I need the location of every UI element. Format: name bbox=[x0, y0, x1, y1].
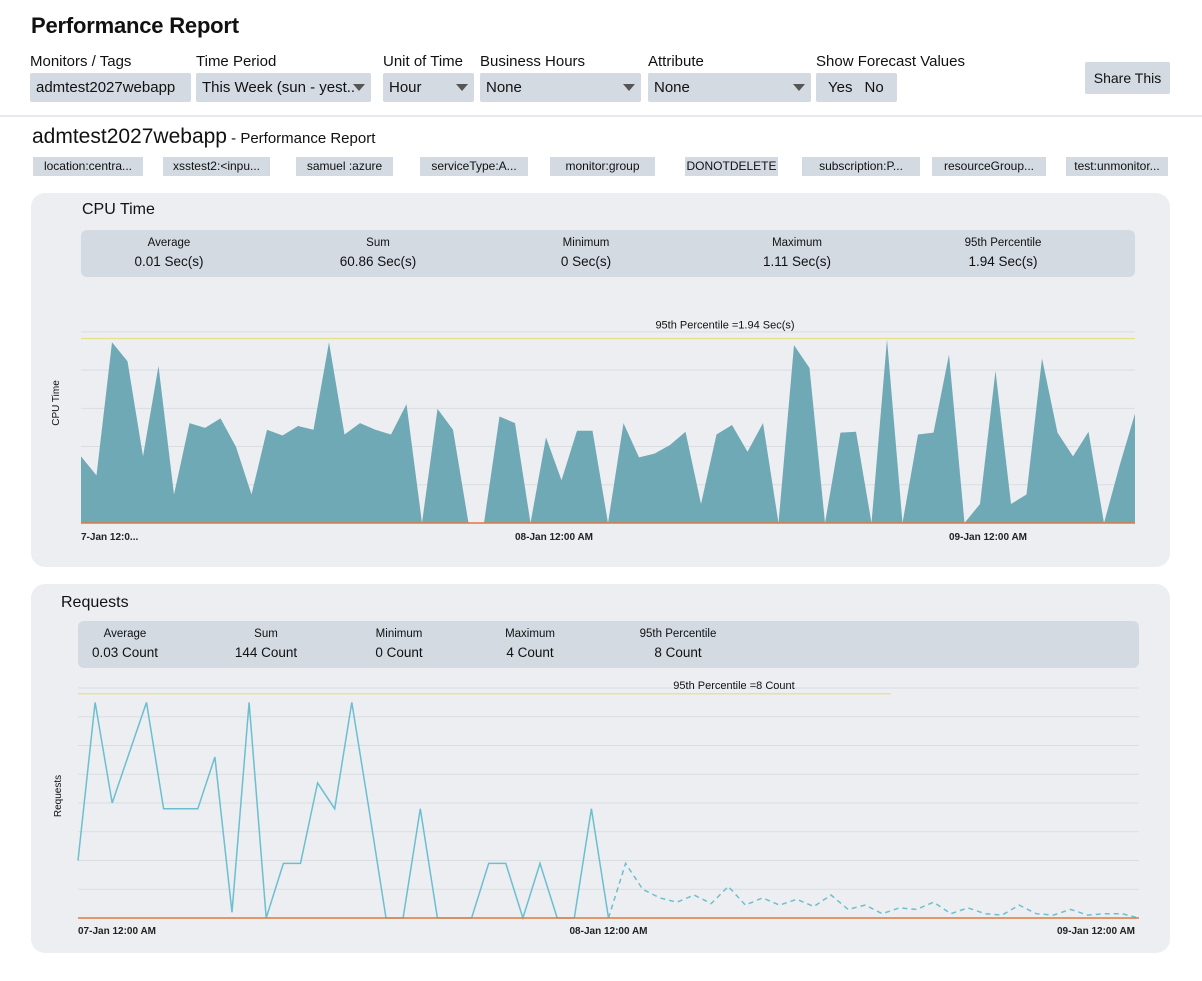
stats-bar: Average 0.03 Count Sum 144 Count Minimum… bbox=[78, 621, 1139, 668]
stat-value: 0.03 Count bbox=[91, 645, 159, 660]
tag-chip[interactable]: test:unmonitor... bbox=[1066, 157, 1168, 176]
tag-chip[interactable]: monitor:group bbox=[550, 157, 655, 176]
stat-value: 0.01 Sec(s) bbox=[134, 254, 204, 269]
business-hours-value: None bbox=[486, 79, 522, 96]
stat-label: Sum bbox=[366, 237, 390, 249]
stat-maximum: Maximum 4 Count bbox=[505, 628, 555, 660]
stat-value: 4 Count bbox=[506, 645, 554, 660]
stat-label: Average bbox=[103, 628, 147, 640]
stat-label: 95th Percentile bbox=[639, 628, 717, 640]
panel-title: Requests bbox=[61, 594, 129, 611]
tag-chip[interactable]: location:centra... bbox=[33, 157, 143, 176]
attribute-label: Attribute bbox=[648, 53, 704, 70]
monitors-select[interactable]: admtest2027webapp bbox=[30, 73, 191, 102]
forecast-yes-option[interactable]: Yes bbox=[828, 79, 853, 96]
stat-label: Minimum bbox=[375, 628, 423, 640]
unit-of-time-select[interactable]: Hour bbox=[383, 73, 474, 102]
page-title: Performance Report bbox=[31, 13, 239, 38]
percentile-label: 95th Percentile =1.94 Sec(s) bbox=[655, 319, 794, 331]
stat-value: 1.94 Sec(s) bbox=[968, 254, 1038, 269]
stat-label: Maximum bbox=[772, 237, 822, 249]
stat-label: Average bbox=[147, 237, 191, 249]
requests-panel: Requests Average 0.03 Count Sum 144 Coun… bbox=[31, 584, 1170, 953]
stat-value: 8 Count bbox=[654, 645, 702, 660]
attribute-value: None bbox=[654, 79, 690, 96]
tag-chip[interactable]: DONOTDELETE bbox=[685, 157, 778, 176]
forecast-filter: Show Forecast Values Yes No bbox=[816, 52, 965, 102]
share-button[interactable]: Share This bbox=[1085, 62, 1170, 94]
unit-of-time-filter: Unit of Time Hour bbox=[383, 52, 474, 102]
panel-title: CPU Time bbox=[82, 201, 155, 218]
time-period-value: This Week (sun - yest.. bbox=[202, 79, 356, 96]
stat-value: 0 Sec(s) bbox=[560, 254, 612, 269]
requests-chart: 95th Percentile =8 Count Requests 07-Jan 1… bbox=[53, 680, 1140, 937]
tag-chip[interactable]: resourceGroup... bbox=[932, 157, 1046, 176]
chevron-down-icon bbox=[456, 84, 468, 91]
y-axis-label: Requests bbox=[53, 775, 64, 817]
stats-bar: Average 0.01 Sec(s) Sum 60.86 Sec(s) Min… bbox=[81, 230, 1135, 277]
x-tick-label: 08-Jan 12:00 AM bbox=[515, 532, 593, 543]
chevron-down-icon bbox=[793, 84, 805, 91]
stat-value: 0 Count bbox=[375, 645, 423, 660]
monitor-name: admtest2027webapp bbox=[32, 125, 227, 148]
cpu-time-chart: 95th Percentile =1.94 Sec(s) CPU Time 7-Ja… bbox=[51, 319, 1135, 543]
stat-sum: Sum 60.86 Sec(s) bbox=[340, 237, 417, 269]
tag-chip[interactable]: subscription:P... bbox=[802, 157, 920, 176]
report-subtitle: - Performance Report bbox=[226, 130, 376, 147]
x-tick-label: 07-Jan 12:00 AM bbox=[78, 926, 156, 937]
time-period-filter: Time Period This Week (sun - yest.. bbox=[196, 52, 371, 102]
stat-95th-percentile: 95th Percentile 1.94 Sec(s) bbox=[965, 237, 1042, 269]
forecast-toggle: Yes No bbox=[816, 73, 897, 102]
tag-chip[interactable]: xsstest2:<inpu... bbox=[163, 157, 270, 176]
stat-95th-percentile: 95th Percentile 8 Count bbox=[640, 628, 717, 660]
stat-maximum: Maximum 1.11 Sec(s) bbox=[763, 237, 831, 269]
stat-average: Average 0.01 Sec(s) bbox=[134, 237, 203, 269]
stat-label: Minimum bbox=[562, 237, 610, 249]
stat-label: Maximum bbox=[505, 628, 555, 640]
monitors-label: Monitors / Tags bbox=[30, 53, 132, 70]
forecast-line bbox=[607, 861, 1140, 919]
percentile-label: 95th Percentile =8 Count bbox=[673, 680, 794, 692]
forecast-no-option[interactable]: No bbox=[864, 79, 884, 96]
y-axis-label: CPU Time bbox=[51, 380, 62, 426]
business-hours-filter: Business Hours None bbox=[480, 52, 641, 102]
stat-average: Average 0.03 Count bbox=[92, 628, 158, 660]
business-hours-select[interactable]: None bbox=[480, 73, 641, 102]
unit-of-time-label: Unit of Time bbox=[383, 53, 464, 70]
unit-of-time-value: Hour bbox=[389, 79, 422, 96]
cpu-time-area bbox=[81, 339, 1135, 523]
requests-line bbox=[77, 702, 610, 921]
x-tick-label: 09-Jan 12:00 AM bbox=[1057, 926, 1135, 937]
x-tick-label: 7-Jan 12:0... bbox=[81, 532, 138, 543]
attribute-select[interactable]: None bbox=[648, 73, 811, 102]
x-tick-label: 09-Jan 12:00 AM bbox=[949, 532, 1027, 543]
tag-chip[interactable]: serviceType:A... bbox=[420, 157, 528, 176]
cpu-time-panel: CPU Time Average 0.01 Sec(s) Sum 60.86 S… bbox=[31, 193, 1170, 567]
tag-chip[interactable]: samuel :azure bbox=[296, 157, 393, 176]
chevron-down-icon bbox=[353, 84, 365, 91]
attribute-filter: Attribute None bbox=[648, 52, 811, 102]
time-period-select[interactable]: This Week (sun - yest.. bbox=[196, 73, 371, 102]
time-period-label: Time Period bbox=[196, 53, 277, 70]
forecast-label: Show Forecast Values bbox=[816, 53, 965, 70]
monitors-filter: Monitors / Tags admtest2027webapp bbox=[30, 52, 191, 102]
chevron-down-icon bbox=[623, 84, 635, 91]
business-hours-label: Business Hours bbox=[480, 53, 586, 70]
divider bbox=[0, 115, 1202, 117]
stat-label: Sum bbox=[254, 628, 278, 640]
stat-value: 144 Count bbox=[234, 645, 298, 660]
x-tick-label: 08-Jan 12:00 AM bbox=[570, 926, 648, 937]
report-heading: admtest2027webapp - Performance Report bbox=[32, 125, 375, 149]
stat-sum: Sum 144 Count bbox=[235, 628, 297, 660]
monitors-value: admtest2027webapp bbox=[36, 79, 176, 96]
stat-value: 1.11 Sec(s) bbox=[762, 254, 832, 269]
stat-label: 95th Percentile bbox=[964, 237, 1042, 249]
stat-value: 60.86 Sec(s) bbox=[339, 254, 417, 269]
stat-minimum: Minimum 0 Sec(s) bbox=[561, 237, 611, 269]
stat-minimum: Minimum 0 Count bbox=[375, 628, 422, 660]
